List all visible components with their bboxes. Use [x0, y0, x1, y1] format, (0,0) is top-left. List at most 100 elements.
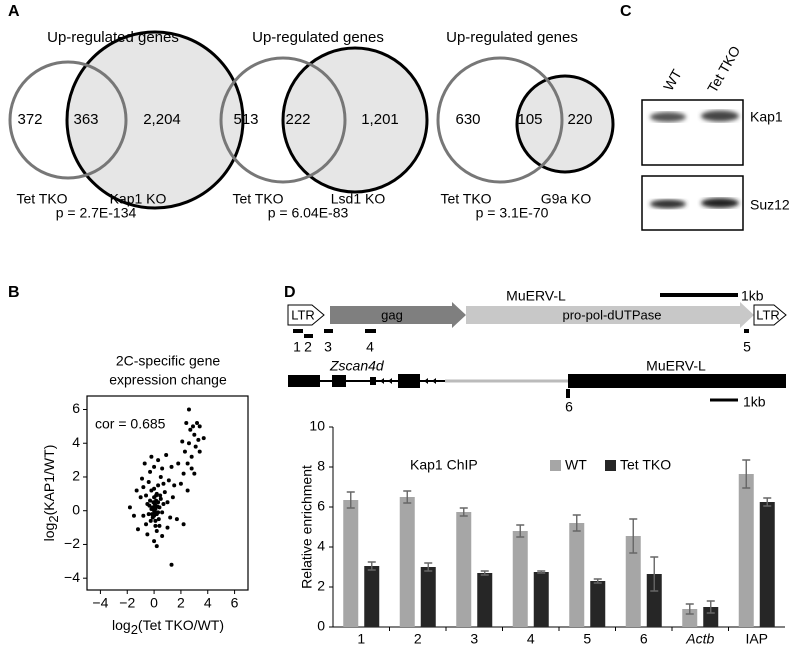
ltr-arrow [753, 304, 787, 326]
venn-circle [281, 46, 429, 194]
y-axis-label-part: (KAP1/WT) [41, 445, 57, 516]
error-bar [480, 570, 489, 576]
y-tick-label: 6 [317, 498, 325, 514]
venn-count: 220 [567, 111, 592, 128]
y-tick-label: 10 [309, 418, 325, 434]
lane-label: WT [660, 66, 685, 93]
genome-diagram: MuERV-L 1kb LTR gag pro-pol-dUTPase LTR … [287, 288, 787, 415]
point [170, 495, 175, 500]
protein-label: Kap1 [750, 109, 783, 125]
point [169, 464, 174, 469]
point [160, 466, 165, 471]
x-tick-label: 0 [150, 595, 158, 611]
point [185, 488, 190, 493]
error-bar [424, 562, 433, 572]
x-tick-label: −2 [119, 595, 135, 611]
point [156, 483, 161, 488]
point [158, 493, 163, 498]
point [166, 478, 171, 483]
y-tick-label: 8 [317, 458, 325, 474]
point [154, 528, 159, 533]
bar [738, 474, 754, 627]
point [158, 496, 163, 501]
venn-set: Tet TKO [232, 191, 283, 207]
element-block [568, 374, 786, 388]
point [141, 485, 146, 490]
point [182, 449, 187, 454]
bar [456, 512, 472, 627]
y-tick-label: 6 [72, 400, 80, 416]
bar [477, 573, 493, 627]
error-bar [706, 600, 715, 614]
point [153, 523, 158, 528]
point [184, 420, 189, 425]
venn-set: G9a KO [541, 191, 592, 207]
panel-label: C [620, 3, 632, 20]
annotation: cor = 0.685 [95, 416, 166, 432]
error-bar [367, 561, 376, 571]
bar [703, 607, 719, 627]
x-tick-label: 4 [527, 631, 535, 646]
primer [324, 329, 333, 333]
scale-label: 1kb [741, 288, 764, 304]
point [195, 420, 200, 425]
x-tick-label: 1 [357, 631, 365, 646]
exon [370, 377, 376, 385]
point [169, 562, 174, 567]
x-axis-label-part: log [112, 617, 131, 633]
venn-set: Kap1 KO [110, 191, 167, 207]
panel-label: B [8, 284, 20, 301]
ltr-label: LTR [291, 307, 315, 322]
exon [398, 374, 420, 388]
intron-arrow [380, 378, 436, 384]
gag-label: gag [381, 307, 403, 322]
point [147, 503, 152, 508]
y-tick-label: 4 [72, 434, 80, 450]
venn-p: p = 6.04E-83 [268, 205, 349, 221]
point [180, 439, 185, 444]
y-axis-label: Relative enrichment [299, 465, 315, 589]
legend-swatch [550, 460, 561, 471]
point [161, 481, 166, 486]
panel-label: A [8, 3, 20, 20]
venn-circle [515, 74, 615, 174]
point [146, 512, 151, 517]
venn-title: Up-regulated genes [47, 29, 179, 46]
point [140, 476, 145, 481]
chart-title: expression change [109, 372, 227, 388]
bar [364, 566, 380, 627]
point [154, 493, 159, 498]
point [155, 504, 160, 509]
venn-set: Tet TKO [440, 191, 491, 207]
primer-label: 3 [324, 339, 332, 355]
point [157, 523, 162, 528]
point [138, 495, 143, 500]
bar [533, 572, 549, 627]
point [197, 424, 202, 429]
point [165, 500, 170, 505]
western-blot: WT Tet TKO Kap1 Suz12 [641, 43, 790, 231]
bar [512, 531, 528, 627]
venn-count: 363 [73, 111, 98, 128]
error-bar [763, 497, 772, 507]
point [144, 522, 149, 527]
venn: Up-regulated genes 372 363 2,204 Tet TKO… [8, 29, 245, 221]
point [142, 461, 147, 466]
x-tick-label: IAP [745, 631, 768, 646]
error-bar [516, 524, 525, 538]
venn-circle [219, 56, 347, 184]
bar [590, 581, 606, 627]
error-bar [629, 518, 638, 554]
pol-label: pro-pol-dUTPase [563, 307, 662, 322]
point [141, 513, 146, 518]
x-tick-label: 6 [640, 631, 648, 646]
band [650, 199, 686, 209]
point [178, 481, 183, 486]
venn-count: 372 [17, 111, 42, 128]
point [153, 518, 158, 523]
error-bar [650, 556, 659, 592]
error-bar [572, 514, 581, 532]
y-tick-label: 0 [317, 618, 325, 634]
point [144, 493, 149, 498]
point [161, 501, 166, 506]
